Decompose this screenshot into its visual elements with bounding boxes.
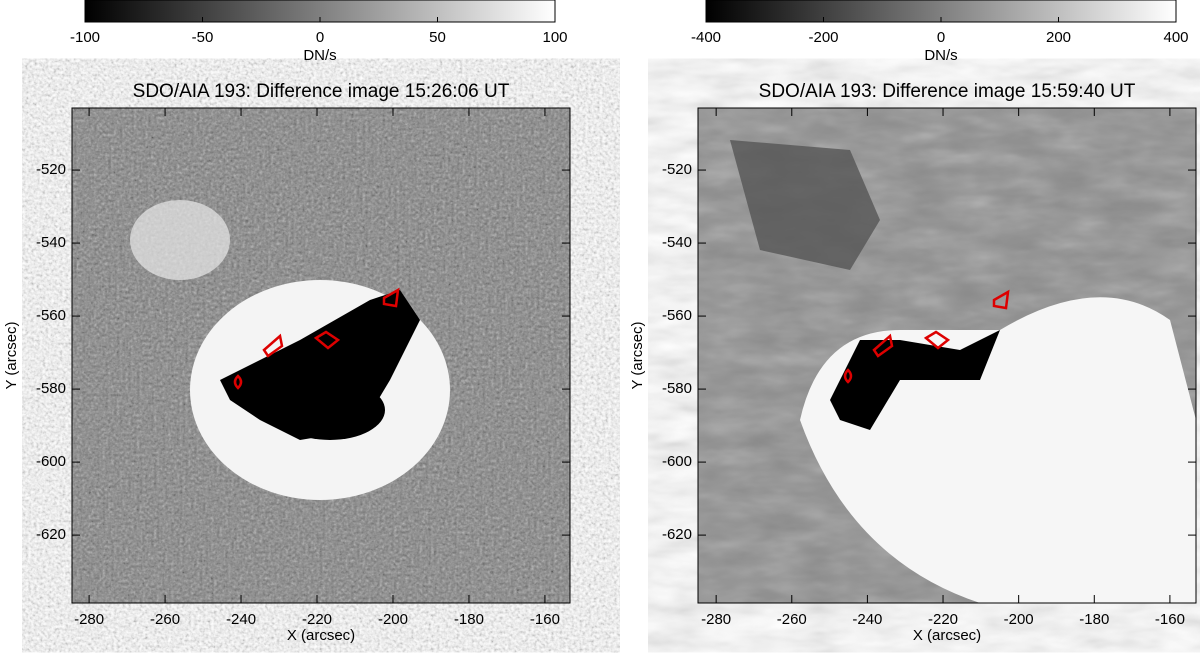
y-tick-label: -620: [36, 526, 66, 543]
y-tick-label: -580: [36, 380, 66, 397]
panel-title: SDO/AIA 193: Difference image 15:26:06 U…: [133, 81, 510, 102]
x-tick-label: -160: [530, 611, 560, 628]
colorbar-tick-label: -50: [192, 29, 214, 46]
y-tick-label: -560: [36, 307, 66, 324]
colorbar-tick-label: 200: [1046, 29, 1071, 46]
x-tick-label: -220: [302, 611, 332, 628]
x-axis-label: X (arcsec): [287, 627, 355, 644]
colorbar-tick-label: 0: [937, 29, 945, 46]
x-tick-label: -260: [777, 611, 807, 628]
colorbar-tick-label: 50: [429, 29, 446, 46]
y-tick-label: -520: [662, 161, 692, 178]
axes-frame: [697, 107, 1197, 604]
colorbar-tick-label: -400: [691, 29, 721, 46]
colorbar-label: DN/s: [924, 47, 957, 64]
y-tick-label: -540: [36, 234, 66, 251]
colorbar-tick-label: 100: [542, 29, 567, 46]
y-tick-label: -600: [662, 453, 692, 470]
y-tick-label: -540: [662, 234, 692, 251]
y-tick-label: -520: [36, 161, 66, 178]
image-right: [698, 108, 1196, 603]
y-axis-label: Y (arcsec): [629, 321, 646, 389]
x-tick-label: -220: [928, 611, 958, 628]
x-tick-label: -200: [1004, 611, 1034, 628]
x-tick-label: -240: [852, 611, 882, 628]
x-tick-label: -280: [74, 611, 104, 628]
x-axis-label: X (arcsec): [913, 627, 981, 644]
x-tick-label: -240: [226, 611, 256, 628]
colorbar-tick-label: -200: [808, 29, 838, 46]
y-axis-label: Y (arcsec): [3, 321, 20, 389]
panel-title: SDO/AIA 193: Difference image 15:59:40 U…: [759, 81, 1136, 102]
colorbar-tick-label: -100: [70, 29, 100, 46]
y-tick-label: -620: [662, 526, 692, 543]
y-tick-label: -560: [662, 307, 692, 324]
colorbar-tick-label: 0: [316, 29, 324, 46]
x-tick-label: -200: [378, 611, 408, 628]
x-tick-label: -280: [701, 611, 731, 628]
colorbar-tick-label: 400: [1163, 29, 1188, 46]
colorbar-label: DN/s: [303, 47, 336, 64]
x-tick-label: -180: [1079, 611, 1109, 628]
x-tick-label: -260: [150, 611, 180, 628]
image-left: [72, 108, 570, 603]
y-tick-label: -580: [662, 380, 692, 397]
axes-frame: [71, 107, 571, 604]
x-tick-label: -180: [454, 611, 484, 628]
y-tick-label: -600: [36, 453, 66, 470]
x-tick-label: -160: [1155, 611, 1185, 628]
